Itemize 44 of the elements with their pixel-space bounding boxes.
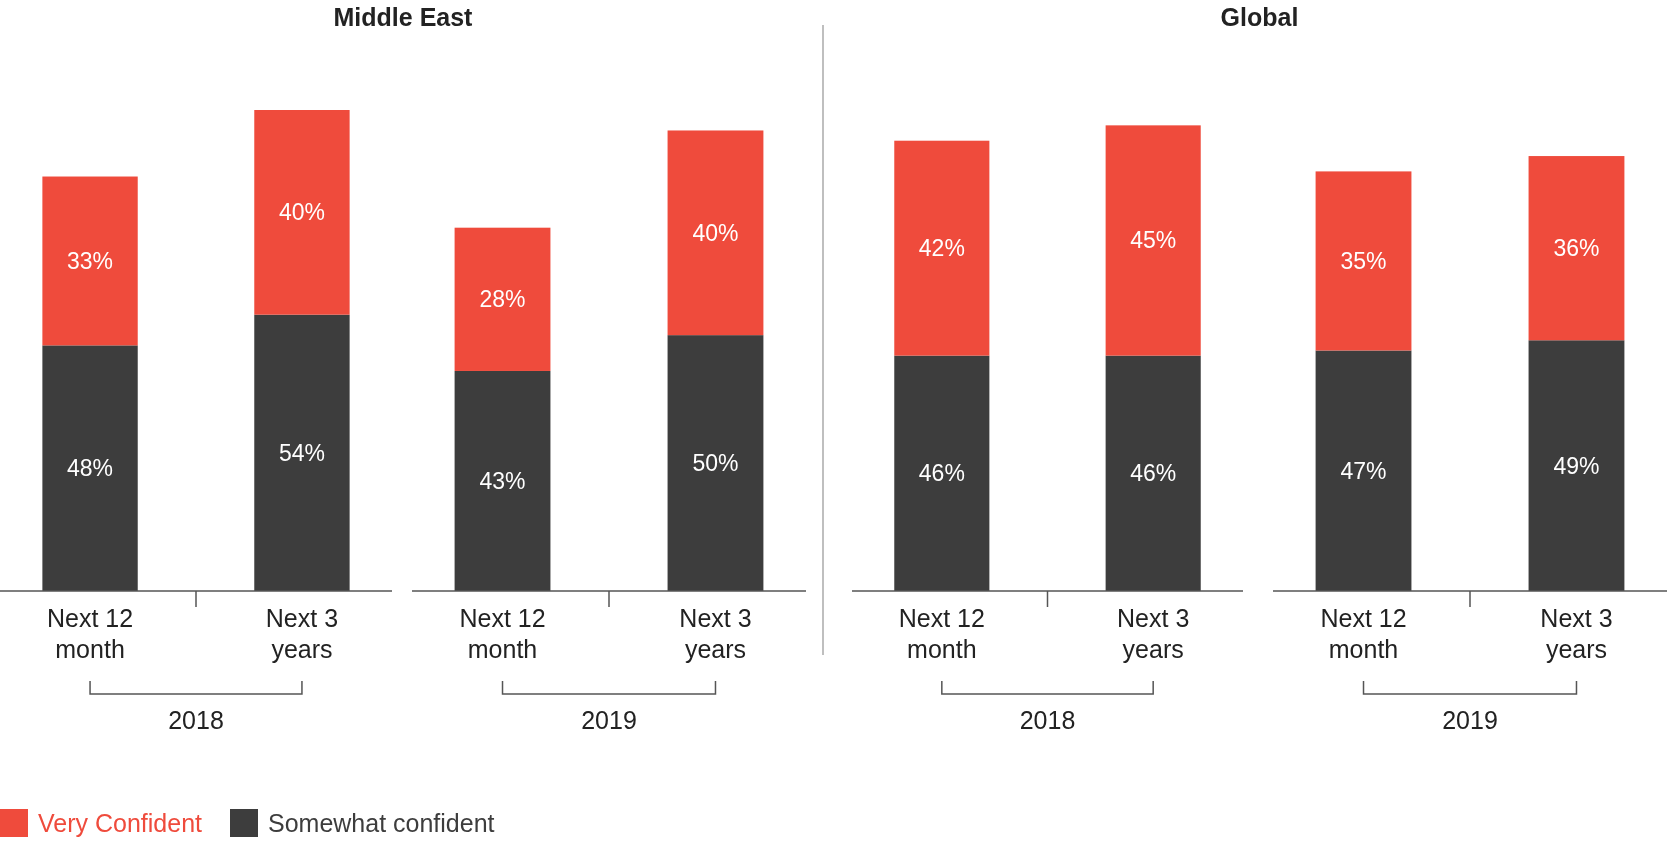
- x-tick-label: Next 12 month: [459, 604, 546, 664]
- bar: [1528, 340, 1625, 591]
- legend-label: Somewhat confident: [268, 809, 495, 837]
- data-label: 43%: [479, 467, 526, 494]
- bar: [254, 314, 350, 591]
- x-tick-label: Next 12 month: [898, 604, 985, 664]
- data-label: 49%: [1553, 452, 1600, 479]
- x-axis-title: 2019: [581, 706, 637, 734]
- data-label: 46%: [1130, 460, 1177, 487]
- data-label: 45%: [1130, 227, 1177, 254]
- bar: [42, 176, 138, 346]
- data-label: 33%: [67, 247, 114, 274]
- x-tick-label: Next 3 years: [1540, 604, 1613, 664]
- x-tick-label: Next 3 years: [1117, 604, 1190, 664]
- data-label: 48%: [67, 455, 114, 482]
- data-label: 40%: [692, 219, 739, 246]
- bar: [1315, 350, 1412, 591]
- bar: [667, 130, 764, 336]
- bar: [42, 345, 138, 591]
- legend-label: Very Confident: [38, 809, 203, 837]
- chart-title: Middle East: [333, 3, 474, 31]
- x-tick-label: Next 12 month: [1320, 604, 1407, 664]
- bar: [1528, 156, 1625, 341]
- x-tick-label: Next 3 years: [679, 604, 752, 664]
- x-axis-title: 2018: [1019, 706, 1076, 734]
- bar: [454, 227, 551, 371]
- data-label: 28%: [479, 286, 526, 313]
- data-label: 36%: [1553, 235, 1600, 262]
- data-label: 50%: [692, 450, 739, 477]
- data-label: 35%: [1340, 247, 1387, 274]
- x-axis-title: 2018: [168, 706, 224, 734]
- x-tick-label: Next 12 month: [46, 604, 134, 664]
- bar: [454, 370, 551, 591]
- bar: [254, 110, 350, 315]
- x-tick-label: Next 3 years: [265, 604, 339, 664]
- bar: [1315, 171, 1412, 351]
- data-label: 54%: [278, 439, 325, 466]
- data-label: 42%: [918, 235, 965, 262]
- x-axis-title: 2019: [1442, 706, 1498, 734]
- bar: [667, 335, 764, 591]
- data-label: 46%: [918, 460, 965, 487]
- chart-title: Global: [1220, 3, 1299, 31]
- data-label: 40%: [278, 199, 325, 226]
- data-label: 47%: [1340, 457, 1387, 484]
